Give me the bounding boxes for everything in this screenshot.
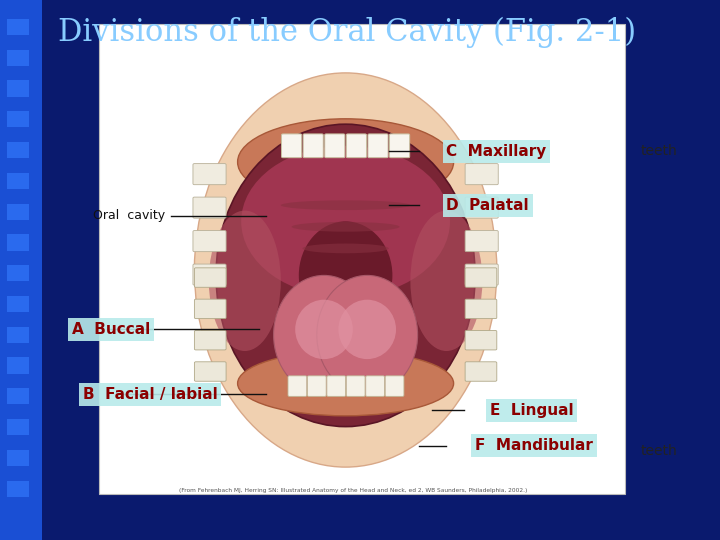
Ellipse shape (410, 211, 482, 351)
FancyBboxPatch shape (465, 264, 498, 285)
FancyBboxPatch shape (465, 330, 497, 350)
Text: Divisions of the Oral Cavity (Fig. 2-1): Divisions of the Oral Cavity (Fig. 2-1) (58, 17, 636, 48)
FancyBboxPatch shape (194, 362, 226, 381)
Text: A  Buccal: A Buccal (72, 322, 150, 337)
Bar (7, 419, 29, 435)
Text: C  Maxillary: C Maxillary (446, 144, 546, 159)
Ellipse shape (238, 351, 454, 416)
Bar (7, 481, 29, 497)
Ellipse shape (241, 146, 450, 297)
FancyBboxPatch shape (366, 376, 384, 396)
Text: F  Mandibular: F Mandibular (475, 438, 593, 453)
Bar (7, 296, 29, 312)
FancyBboxPatch shape (346, 376, 365, 396)
Bar (7, 111, 29, 127)
Bar (7, 388, 29, 404)
FancyBboxPatch shape (368, 134, 388, 158)
FancyBboxPatch shape (465, 268, 497, 287)
Ellipse shape (216, 124, 475, 427)
Ellipse shape (209, 211, 281, 351)
Bar (7, 265, 29, 281)
Bar (7, 357, 29, 374)
FancyBboxPatch shape (288, 376, 307, 396)
Bar (7, 50, 29, 66)
FancyBboxPatch shape (282, 134, 302, 158)
FancyBboxPatch shape (465, 164, 498, 185)
Ellipse shape (299, 221, 392, 329)
Ellipse shape (338, 300, 396, 359)
FancyBboxPatch shape (465, 197, 498, 218)
Bar (7, 142, 29, 158)
FancyBboxPatch shape (327, 376, 346, 396)
FancyBboxPatch shape (307, 376, 326, 396)
FancyBboxPatch shape (325, 134, 345, 158)
FancyBboxPatch shape (303, 134, 323, 158)
Bar (7, 80, 29, 97)
Text: E  Lingual: E Lingual (490, 403, 573, 418)
Ellipse shape (194, 73, 497, 467)
Ellipse shape (274, 275, 374, 394)
FancyBboxPatch shape (465, 299, 497, 319)
FancyBboxPatch shape (385, 376, 404, 396)
Bar (7, 234, 29, 251)
Text: teeth: teeth (641, 444, 678, 458)
Bar (7, 327, 29, 343)
Text: B  Facial / labial: B Facial / labial (83, 387, 217, 402)
Ellipse shape (292, 222, 400, 232)
Bar (7, 19, 29, 35)
Ellipse shape (302, 244, 389, 253)
Bar (99, 24, 625, 494)
FancyBboxPatch shape (194, 299, 226, 319)
FancyBboxPatch shape (346, 134, 366, 158)
Text: Oral  cavity: Oral cavity (94, 210, 166, 222)
FancyBboxPatch shape (193, 264, 226, 285)
FancyBboxPatch shape (193, 231, 226, 252)
Bar (7, 173, 29, 189)
FancyBboxPatch shape (194, 268, 226, 287)
FancyBboxPatch shape (193, 197, 226, 218)
Text: teeth: teeth (641, 144, 678, 158)
FancyBboxPatch shape (390, 134, 410, 158)
Ellipse shape (295, 300, 353, 359)
Text: D  Palatal: D Palatal (446, 198, 529, 213)
Text: (From Fehrenbach MJ, Herring SN: Illustrated Anatomy of the Head and Neck, ed 2,: (From Fehrenbach MJ, Herring SN: Illustr… (179, 488, 527, 493)
Ellipse shape (317, 275, 418, 394)
FancyBboxPatch shape (465, 362, 497, 381)
Bar (7, 204, 29, 220)
FancyBboxPatch shape (194, 330, 226, 350)
Bar (0, 0, 42, 540)
FancyBboxPatch shape (193, 164, 226, 185)
Ellipse shape (281, 200, 410, 210)
FancyBboxPatch shape (465, 231, 498, 252)
Bar (7, 450, 29, 466)
Ellipse shape (238, 119, 454, 205)
